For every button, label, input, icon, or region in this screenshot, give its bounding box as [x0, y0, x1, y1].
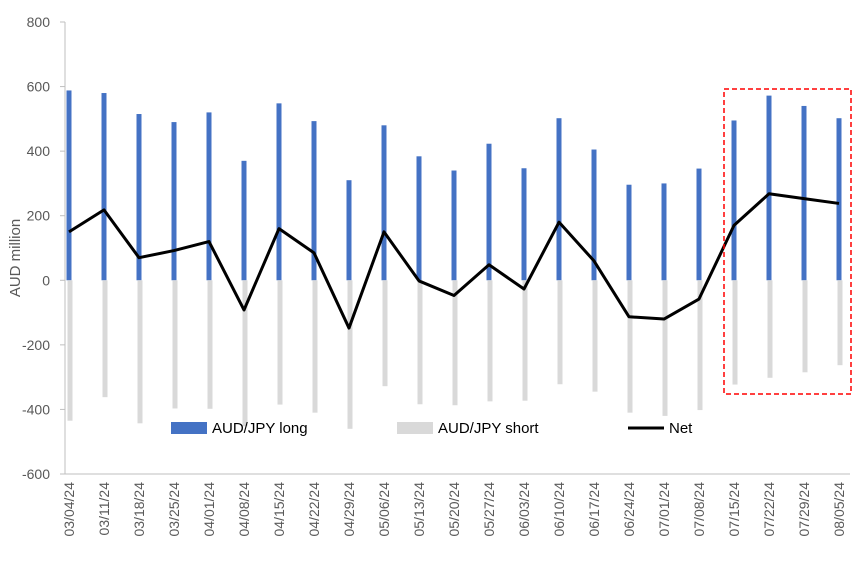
- highlight-box: [723, 88, 852, 395]
- highlight-group: [723, 88, 852, 395]
- x-tick-label: 06/24/24: [621, 482, 637, 537]
- bar-aud-jpy-short: [242, 280, 248, 427]
- x-tick-label: 04/29/24: [341, 482, 357, 537]
- bar-aud-jpy-short: [382, 280, 388, 387]
- x-tick-label: 07/01/24: [656, 482, 672, 537]
- legend-label-long: AUD/JPY long: [212, 420, 308, 437]
- bar-aud-jpy-long: [661, 183, 667, 281]
- net-line: [68, 192, 840, 330]
- x-tick-label: 03/04/24: [61, 482, 77, 537]
- y-tick-label: 400: [27, 143, 51, 159]
- bar-aud-jpy-short: [347, 280, 353, 429]
- bar-aud-jpy-long: [66, 90, 72, 281]
- bar-aud-jpy-long: [416, 156, 422, 281]
- x-tick-label: 07/08/24: [691, 482, 707, 537]
- bar-aud-jpy-long: [381, 125, 387, 281]
- x-tick-label: 04/08/24: [236, 482, 252, 537]
- y-tick-label: -600: [22, 466, 50, 482]
- bar-aud-jpy-short: [767, 280, 773, 378]
- bar-aud-jpy-long: [696, 168, 702, 281]
- bar-aud-jpy-short: [662, 280, 668, 416]
- x-tick-label: 07/22/24: [761, 482, 777, 537]
- y-tick-label: -400: [22, 401, 50, 417]
- bar-aud-jpy-long: [486, 143, 492, 281]
- bar-aud-jpy-long: [311, 121, 317, 281]
- bar-aud-jpy-short: [277, 280, 283, 405]
- bar-aud-jpy-long: [556, 118, 562, 281]
- bar-aud-jpy-short: [137, 280, 143, 424]
- bar-aud-jpy-short: [312, 280, 318, 413]
- legend: AUD/JPY long AUD/JPY short Net: [171, 420, 693, 437]
- bar-aud-jpy-short: [697, 280, 703, 411]
- x-tick-label: 03/18/24: [131, 482, 147, 537]
- bar-aud-jpy-long: [836, 118, 842, 281]
- legend-label-net: Net: [669, 420, 693, 437]
- x-tick-label: 07/29/24: [796, 482, 812, 537]
- x-tick-label: 07/15/24: [726, 482, 742, 537]
- bar-aud-jpy-long: [276, 103, 282, 281]
- bar-aud-jpy-short: [452, 280, 458, 406]
- net-line-group: [68, 192, 840, 330]
- bar-aud-jpy-long: [591, 149, 597, 281]
- x-tick-label: 05/20/24: [446, 482, 462, 537]
- bars: [66, 90, 843, 429]
- bar-aud-jpy-short: [207, 280, 213, 409]
- bar-aud-jpy-short: [557, 280, 563, 385]
- x-tick-label: 04/15/24: [271, 482, 287, 537]
- bar-aud-jpy-short: [172, 280, 178, 409]
- bar-aud-jpy-short: [627, 280, 633, 413]
- y-axis-title: AUD million: [7, 219, 24, 297]
- bar-aud-jpy-long: [171, 122, 177, 281]
- x-tick-label: 05/27/24: [481, 482, 497, 537]
- y-tick-label: -200: [22, 337, 50, 353]
- bar-aud-jpy-short: [592, 280, 598, 392]
- bar-aud-jpy-long: [346, 180, 352, 281]
- x-tick-label: 06/17/24: [586, 482, 602, 537]
- legend-swatch-short: [397, 422, 433, 434]
- bar-aud-jpy-long: [101, 93, 107, 281]
- x-tick-label: 04/22/24: [306, 482, 322, 537]
- bar-aud-jpy-long: [731, 120, 737, 281]
- bar-aud-jpy-short: [417, 280, 423, 405]
- x-tick-label: 05/13/24: [411, 482, 427, 537]
- y-tick-label: 200: [27, 208, 51, 224]
- x-tick-label: 05/06/24: [376, 482, 392, 537]
- x-tick-label: 06/03/24: [516, 482, 532, 537]
- axes: -600 -400 -200 0 200 400 600 800 03/04/24 03/11/2…: [22, 14, 850, 537]
- x-tick-label: 06/10/24: [551, 482, 567, 537]
- y-tick-label: 600: [27, 79, 51, 95]
- x-tick-label: 03/11/24: [96, 482, 112, 536]
- bar-aud-jpy-short: [732, 280, 738, 385]
- legend-swatch-long: [171, 422, 207, 434]
- legend-label-short: AUD/JPY short: [438, 420, 539, 437]
- bar-aud-jpy-long: [766, 95, 772, 281]
- x-tick-label: 08/05/24: [831, 482, 847, 537]
- bar-aud-jpy-long: [451, 170, 457, 281]
- bar-aud-jpy-long: [206, 112, 212, 281]
- bar-aud-jpy-long: [801, 105, 807, 281]
- bar-aud-jpy-short: [837, 280, 843, 366]
- y-tick-label: 800: [27, 14, 51, 30]
- bar-aud-jpy-short: [67, 280, 73, 421]
- bar-aud-jpy-long: [521, 168, 527, 281]
- x-tick-label: 04/01/24: [201, 482, 217, 537]
- bar-aud-jpy-short: [522, 280, 528, 401]
- bar-aud-jpy-long: [241, 160, 247, 281]
- bar-aud-jpy-short: [102, 280, 108, 398]
- x-tick-label: 03/25/24: [166, 482, 182, 537]
- bar-aud-jpy-short: [802, 280, 808, 373]
- bar-aud-jpy-long: [136, 114, 142, 281]
- bar-aud-jpy-long: [626, 184, 632, 281]
- y-tick-label: 0: [42, 272, 50, 288]
- bar-aud-jpy-short: [487, 280, 493, 402]
